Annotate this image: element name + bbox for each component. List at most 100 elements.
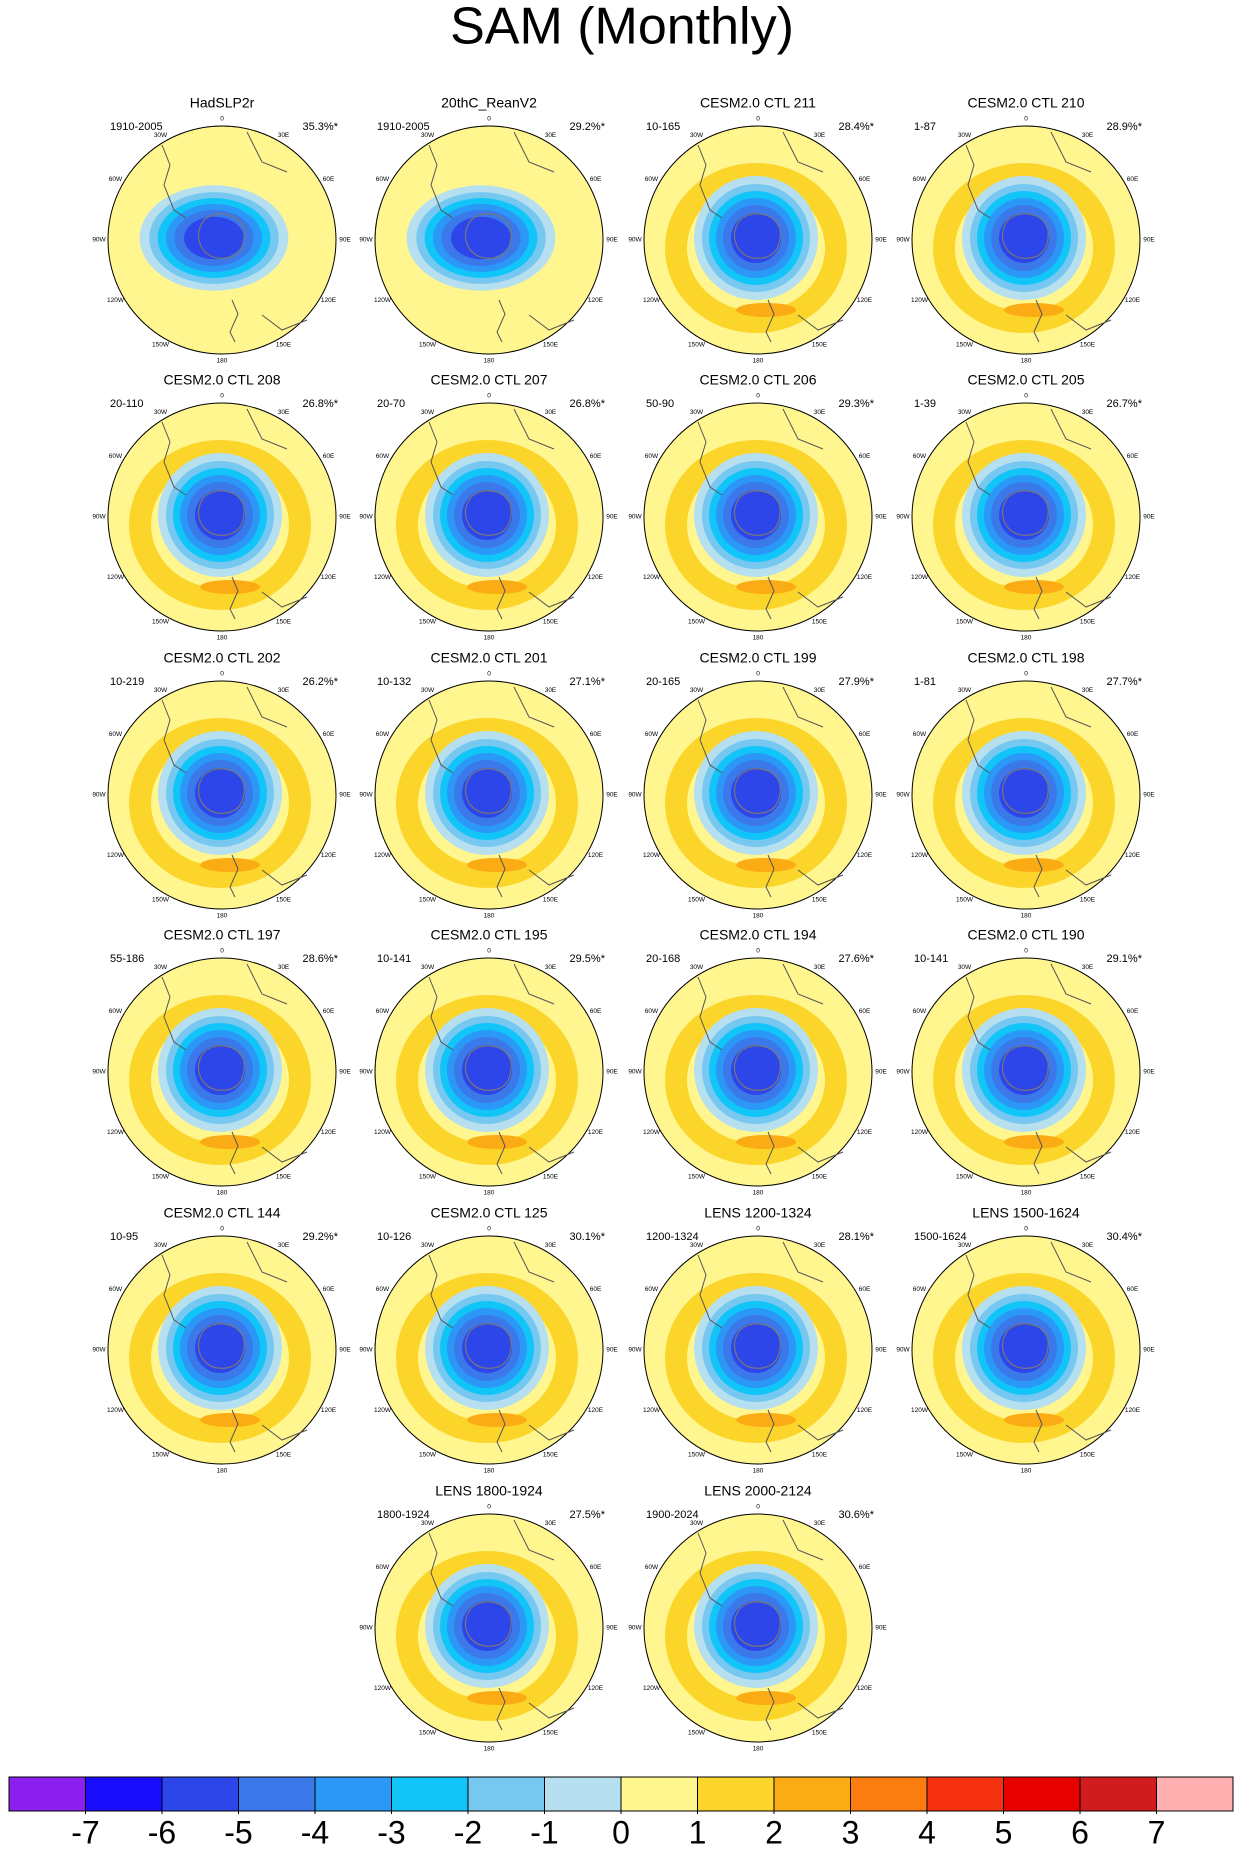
lon-label: 30E — [545, 409, 557, 416]
positive-ring — [665, 163, 847, 333]
lon-label: 30E — [814, 409, 826, 416]
positive-core — [1004, 580, 1064, 594]
positive-core — [1004, 1413, 1064, 1427]
lon-label: 30E — [814, 1520, 826, 1527]
colorbar-tick-label: -1 — [530, 1814, 558, 1850]
lon-label: 90E — [875, 237, 887, 244]
lon-label: 30W — [154, 409, 168, 416]
lon-label: 30E — [814, 687, 826, 694]
lon-label: 180 — [753, 1746, 764, 1753]
coastline — [965, 963, 1112, 1175]
panel-title: 20thC_ReanV2 — [441, 95, 537, 111]
lon-label: 150W — [956, 1452, 974, 1459]
panel-variance: 27.9%* — [839, 676, 875, 688]
negative-contour — [195, 1323, 245, 1373]
panel-variance: 28.6%* — [303, 953, 339, 965]
lon-label: 150W — [688, 619, 706, 626]
colorbar-tick-label: -5 — [224, 1814, 252, 1850]
lon-label: 60E — [590, 731, 602, 738]
lon-label: 30W — [958, 409, 972, 416]
positive-ring — [396, 718, 578, 888]
positive-ring — [396, 1273, 578, 1443]
lon-label: 120W — [643, 1407, 661, 1414]
colorbar-box — [161, 1776, 239, 1812]
lon-label: 60W — [645, 453, 659, 460]
lon-label: 180 — [1021, 358, 1032, 365]
lon-label: 90E — [1143, 1347, 1155, 1354]
lon-label: 90W — [628, 1625, 642, 1632]
colorbar-tick-label: 0 — [612, 1814, 630, 1850]
map-panel: CESM2.0 CTL 201 10-132 27.1%* 0 30E 60E 90E 120… — [359, 650, 618, 920]
lon-label: 0 — [487, 116, 491, 123]
lon-label: 150W — [419, 1174, 437, 1181]
positive-core — [736, 303, 796, 317]
positive-ring — [396, 1551, 578, 1721]
colorbar-tick-label: -2 — [454, 1814, 482, 1850]
lon-label: 120E — [857, 1407, 873, 1414]
coastline — [428, 131, 575, 343]
antarctica-outline — [464, 768, 512, 814]
map-panel: CESM2.0 CTL 210 1-87 28.9%* 0 30E 60E 90E 120E 1… — [896, 95, 1155, 365]
lon-label: 0 — [1024, 671, 1028, 678]
lon-label: 30E — [1082, 964, 1094, 971]
lon-label: 120W — [107, 297, 125, 304]
lon-label: 30E — [545, 687, 557, 694]
lon-label: 120W — [107, 1129, 125, 1136]
negative-contour — [195, 490, 245, 540]
lon-label: 150E — [276, 619, 292, 626]
lon-label: 150W — [152, 897, 170, 904]
lon-label: 60W — [376, 176, 390, 183]
panel-title: CESM2.0 CTL 125 — [431, 1205, 548, 1221]
lon-label: 120E — [857, 574, 873, 581]
panel-title: CESM2.0 CTL 195 — [431, 927, 548, 943]
coastline — [697, 1241, 844, 1453]
lon-label: 150E — [1080, 342, 1096, 349]
lon-label: 150W — [419, 1730, 437, 1737]
lon-label: 120W — [374, 1407, 392, 1414]
lon-label: 120E — [1125, 1129, 1141, 1136]
panel-title: LENS 2000-2124 — [704, 1483, 812, 1499]
lon-label: 150E — [543, 342, 559, 349]
positive-core — [1004, 858, 1064, 872]
lon-label: 60W — [913, 176, 927, 183]
positive-core — [467, 1691, 527, 1705]
lon-label: 30E — [1082, 1242, 1094, 1249]
lon-label: 60W — [913, 1008, 927, 1015]
lon-label: 120E — [588, 297, 604, 304]
coastline — [697, 686, 844, 898]
lon-label: 30W — [421, 1520, 435, 1527]
panel-period: 10-141 — [914, 953, 948, 965]
panel-variance: 28.4%* — [839, 121, 875, 133]
antarctica-outline — [1001, 1045, 1049, 1091]
positive-core — [1004, 303, 1064, 317]
panel-period: 10-165 — [646, 121, 680, 133]
colorbar-tick-label: -7 — [71, 1814, 99, 1850]
panel-period: 1910-2005 — [377, 121, 430, 133]
lon-label: 180 — [1021, 635, 1032, 642]
lon-label: 60W — [376, 731, 390, 738]
panel-variance: 29.5%* — [570, 953, 606, 965]
negative-contour — [451, 216, 511, 260]
lon-label: 90E — [339, 514, 351, 521]
lon-label: 180 — [484, 1746, 495, 1753]
positive-ring — [933, 1273, 1115, 1443]
lon-label: 60W — [109, 731, 123, 738]
lon-label: 90E — [1143, 792, 1155, 799]
coastline — [428, 1241, 575, 1453]
positive-ring — [396, 995, 578, 1165]
positive-core — [467, 1413, 527, 1427]
lon-label: 90E — [606, 792, 618, 799]
lon-label: 180 — [484, 1468, 495, 1475]
lon-label: 120E — [588, 1129, 604, 1136]
lon-label: 120E — [321, 1407, 337, 1414]
panel-title: CESM2.0 CTL 206 — [700, 372, 817, 388]
map-panel: CESM2.0 CTL 199 20-165 27.9%* 0 30E 60E 90E 120… — [628, 650, 887, 920]
lon-label: 90W — [628, 1347, 642, 1354]
lon-label: 150W — [419, 619, 437, 626]
lon-label: 30W — [421, 409, 435, 416]
map-panel: CESM2.0 CTL 211 10-165 28.4%* 0 30E 60E 90E 120… — [628, 95, 887, 365]
lon-label: 150E — [812, 342, 828, 349]
colorbar-box — [85, 1776, 163, 1812]
lon-label: 90W — [628, 514, 642, 521]
lon-label: 60W — [645, 176, 659, 183]
